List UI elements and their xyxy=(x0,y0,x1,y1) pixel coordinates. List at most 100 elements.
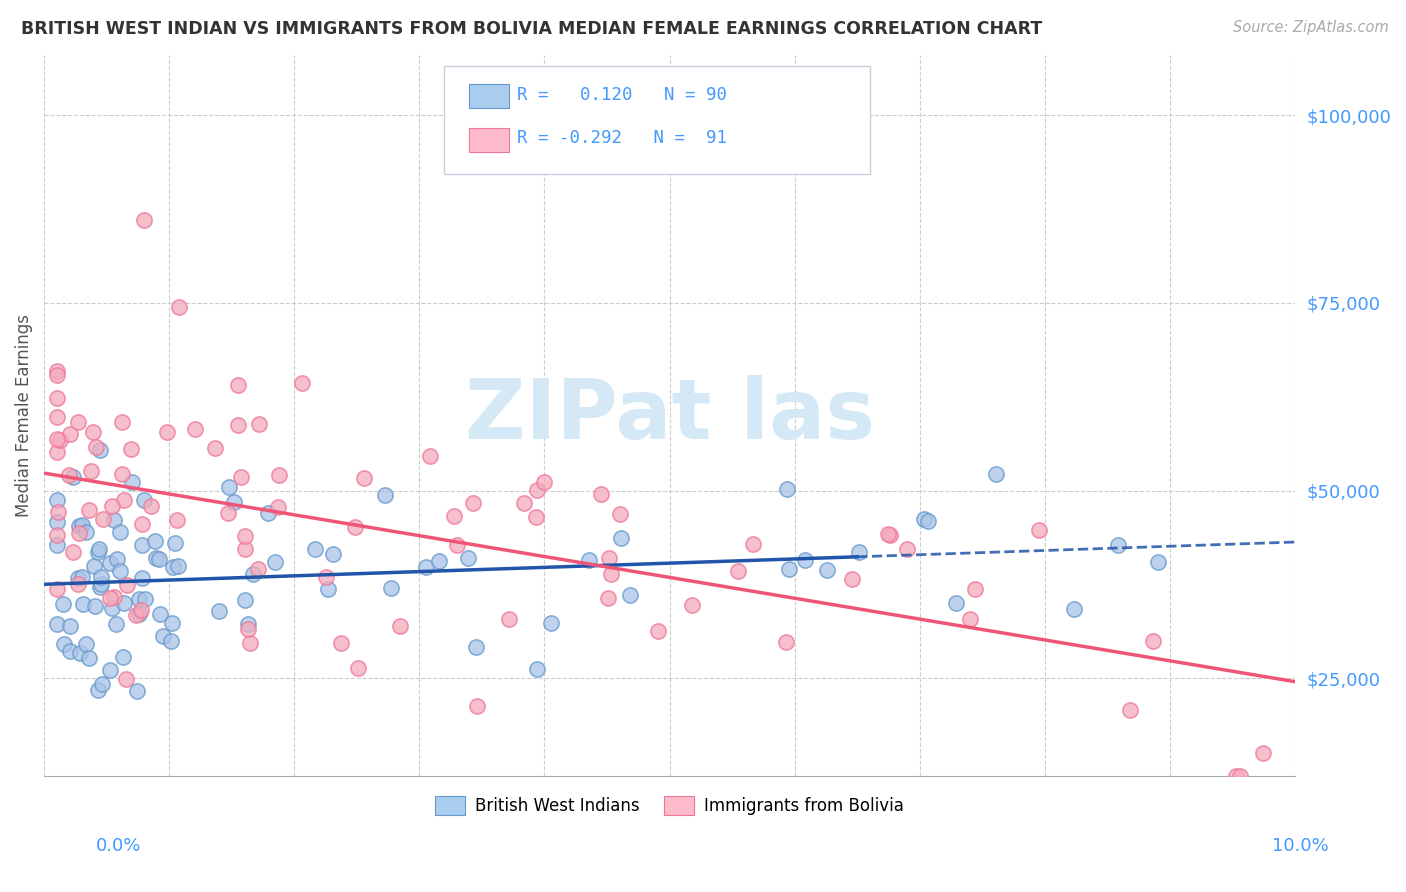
Legend: British West Indians, Immigrants from Bolivia: British West Indians, Immigrants from Bo… xyxy=(429,789,911,822)
Point xyxy=(598,550,620,565)
Point xyxy=(111,415,134,429)
Point xyxy=(87,683,110,698)
Point xyxy=(45,368,67,382)
Point xyxy=(53,638,76,652)
Point xyxy=(226,377,249,392)
Point xyxy=(67,526,90,541)
Point xyxy=(128,592,150,607)
Point xyxy=(793,552,815,566)
Text: 10.0%: 10.0% xyxy=(1272,837,1329,855)
Point xyxy=(879,528,901,542)
Point xyxy=(1146,556,1168,570)
Point xyxy=(235,592,257,607)
Point xyxy=(115,578,138,592)
Point xyxy=(681,599,703,613)
Point xyxy=(578,552,600,566)
Point xyxy=(316,582,339,596)
Point xyxy=(239,635,262,649)
Point xyxy=(344,520,367,534)
Point xyxy=(647,624,669,638)
Point xyxy=(67,519,90,533)
Point xyxy=(330,636,353,650)
Point xyxy=(59,644,82,658)
Point xyxy=(125,684,148,698)
Point xyxy=(80,464,103,478)
Point xyxy=(166,513,188,527)
Point xyxy=(45,432,67,446)
Point xyxy=(264,555,287,569)
Point xyxy=(111,650,134,665)
Point xyxy=(304,542,326,557)
Point xyxy=(1142,634,1164,648)
Point xyxy=(45,528,67,542)
Point xyxy=(419,450,441,464)
Point xyxy=(315,569,337,583)
Point xyxy=(380,581,402,595)
Point xyxy=(58,467,80,482)
Point xyxy=(66,416,89,430)
Point xyxy=(115,672,138,686)
Point xyxy=(103,513,125,527)
Point xyxy=(90,569,112,583)
Point xyxy=(945,596,967,610)
Point xyxy=(77,503,100,517)
FancyBboxPatch shape xyxy=(444,66,870,174)
Point xyxy=(218,480,240,494)
Point xyxy=(242,566,264,581)
Point xyxy=(59,427,82,442)
Point xyxy=(100,499,122,513)
Point xyxy=(415,560,437,574)
Point xyxy=(156,425,179,439)
Point xyxy=(101,601,124,615)
Point xyxy=(45,364,67,378)
Point xyxy=(742,536,765,550)
Point xyxy=(108,564,131,578)
Point xyxy=(45,493,67,508)
Point xyxy=(83,599,105,614)
Point xyxy=(465,698,488,713)
Point xyxy=(100,591,122,606)
Point xyxy=(388,619,411,633)
Point xyxy=(45,616,67,631)
Point xyxy=(533,475,555,489)
Point xyxy=(1119,703,1142,717)
Point xyxy=(129,602,152,616)
Point xyxy=(984,467,1007,481)
Point xyxy=(247,417,270,432)
Point xyxy=(912,512,935,526)
Point xyxy=(46,538,69,552)
Point xyxy=(540,616,562,631)
Point xyxy=(120,442,142,457)
Point xyxy=(457,551,479,566)
Point xyxy=(524,509,547,524)
Point xyxy=(163,536,186,550)
Point xyxy=(104,617,127,632)
Point xyxy=(112,596,135,610)
Point xyxy=(257,507,280,521)
Point xyxy=(89,442,111,457)
Point xyxy=(148,552,170,566)
Point xyxy=(609,507,631,521)
Point xyxy=(131,538,153,552)
Point xyxy=(443,508,465,523)
Point xyxy=(596,591,619,606)
Text: R = -0.292   N =  91: R = -0.292 N = 91 xyxy=(517,129,727,147)
Point xyxy=(841,572,863,586)
Point xyxy=(526,483,548,498)
Point xyxy=(610,531,633,545)
Point xyxy=(169,301,191,315)
Point xyxy=(917,514,939,528)
Point xyxy=(775,635,797,649)
Point xyxy=(600,566,623,581)
Point xyxy=(131,517,153,532)
Point xyxy=(233,542,256,557)
Point xyxy=(233,529,256,543)
Point xyxy=(229,470,252,484)
Point xyxy=(139,500,162,514)
Point xyxy=(1107,538,1129,552)
Point xyxy=(267,500,290,515)
Point xyxy=(112,493,135,508)
Point xyxy=(269,468,291,483)
Point xyxy=(246,562,269,576)
Point xyxy=(589,486,612,500)
